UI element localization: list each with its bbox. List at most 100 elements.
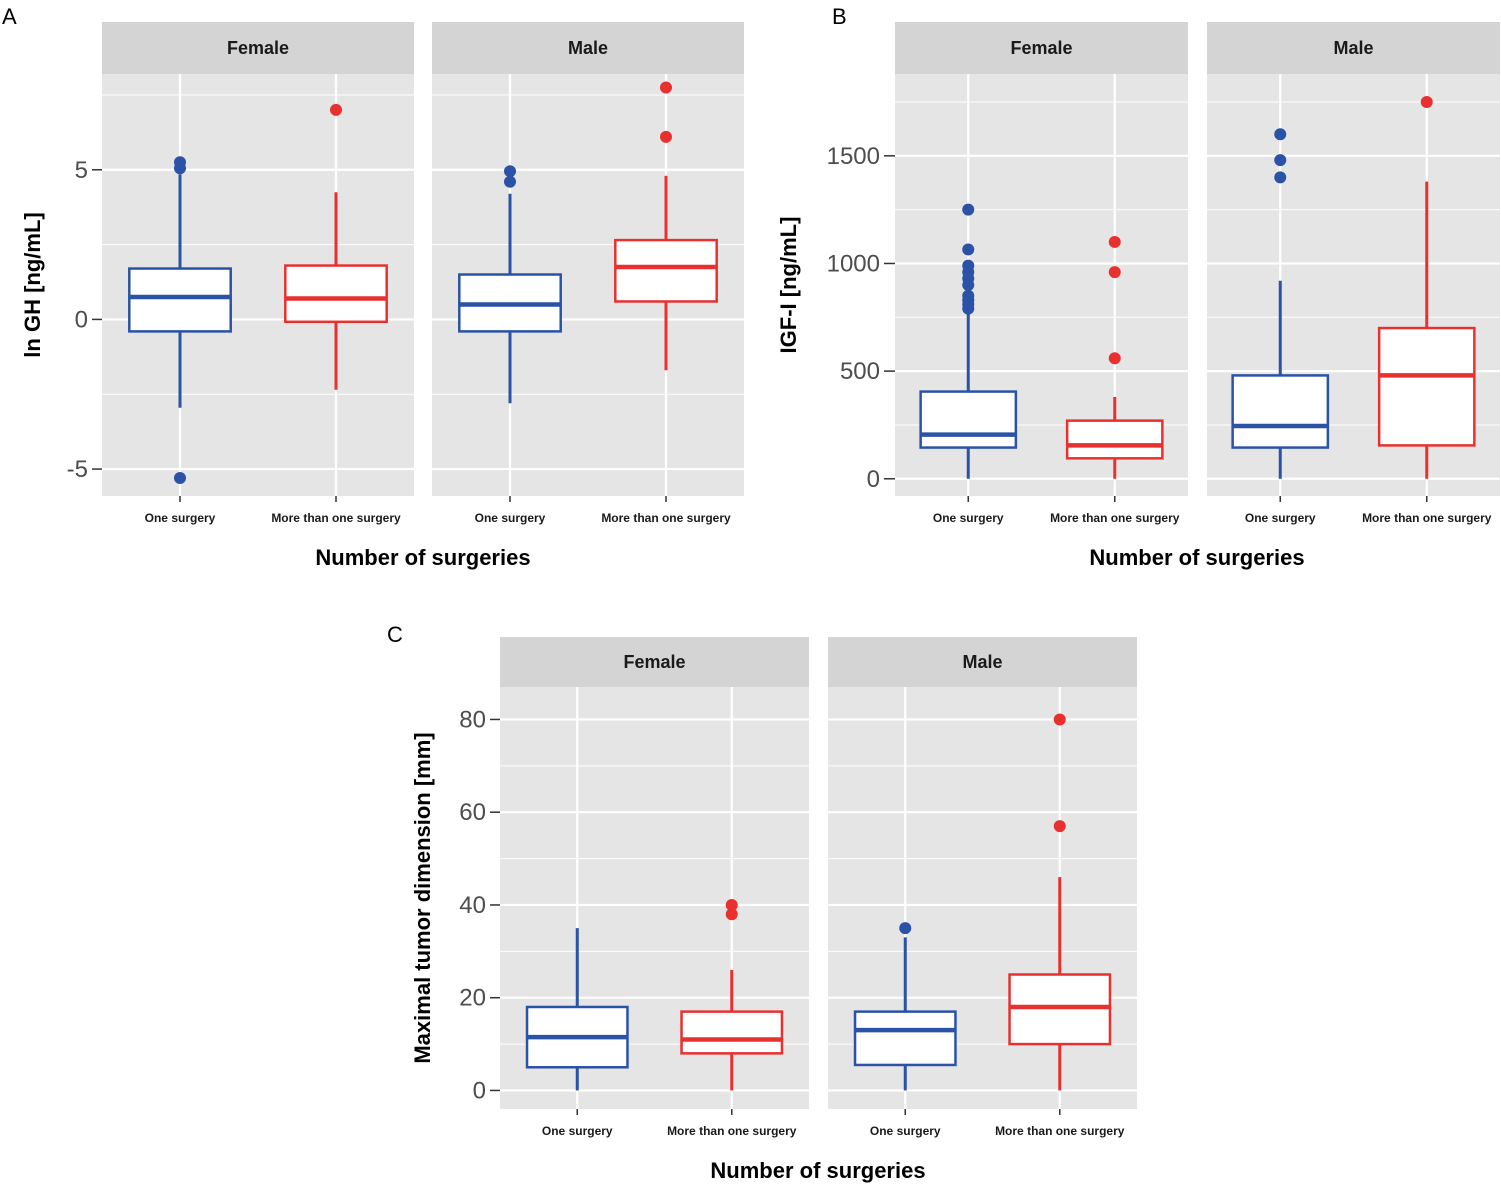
facet-strip xyxy=(895,22,1188,74)
box xyxy=(1377,326,1476,447)
outlier-point xyxy=(1108,352,1121,365)
facet-female: Female One surgery More than one surgery xyxy=(102,22,414,525)
x-tick-label: One surgery xyxy=(933,511,1004,525)
boxplot-more xyxy=(1008,713,1112,1091)
y-tick-label: 0 xyxy=(473,1077,486,1104)
x-axis-title: Number of surgeries xyxy=(710,1158,925,1183)
x-tick-label: One surgery xyxy=(542,1124,613,1138)
y-axis-title: Maximal tumor dimension [mm] xyxy=(410,732,435,1063)
boxplot-one xyxy=(853,922,957,1091)
outlier-point xyxy=(725,908,738,921)
outlier-point xyxy=(504,165,516,178)
outlier-point xyxy=(1274,128,1287,141)
facet-strip-label: Male xyxy=(1333,38,1373,58)
facet-strip xyxy=(828,637,1137,687)
x-tick-label: More than one surgery xyxy=(1050,511,1180,525)
box xyxy=(128,267,232,333)
facet-strip xyxy=(500,637,809,687)
outlier-point xyxy=(174,472,186,485)
panel-label: A xyxy=(2,4,17,29)
x-tick-label: One surgery xyxy=(475,511,546,525)
facet-strip-label: Male xyxy=(962,652,1002,672)
box xyxy=(614,238,718,303)
facet-male: Male One surgery More than one surgery xyxy=(1207,22,1500,525)
x-axis-title: Number of surgeries xyxy=(1089,545,1304,570)
facet-strip xyxy=(432,22,744,74)
y-tick-label: 1500 xyxy=(827,143,880,170)
x-tick-label: One surgery xyxy=(145,511,216,525)
outlier-point xyxy=(174,162,186,175)
x-tick-label: More than one surgery xyxy=(601,511,731,525)
box xyxy=(1065,419,1164,460)
boxplot-one xyxy=(458,165,562,404)
facet-strip-label: Male xyxy=(568,38,608,58)
boxplot-more xyxy=(1065,235,1164,479)
y-tick-label: 80 xyxy=(459,706,486,733)
outlier-point xyxy=(899,922,912,935)
outlier-point xyxy=(962,243,975,256)
facet-female: Female One surgery More than one surgery xyxy=(500,637,809,1138)
y-tick-label: 20 xyxy=(459,985,486,1012)
facet-male: Male One surgery More than one surgery xyxy=(828,637,1137,1138)
chart-panel-C: C 0 20 40 60 80 Maximal tumor dimension [mm] Nu… xyxy=(387,622,1137,1183)
boxplot-one xyxy=(1231,128,1330,479)
outlier-point xyxy=(1108,235,1121,248)
y-tick-label: 5 xyxy=(75,157,88,184)
boxplot-one xyxy=(525,928,629,1091)
facet-male: Male One surgery More than one surgery xyxy=(432,22,744,525)
boxplot-more xyxy=(614,81,718,371)
outlier-point xyxy=(1420,95,1433,108)
box xyxy=(1231,374,1330,449)
outlier-point xyxy=(1274,154,1287,167)
outlier-point xyxy=(330,103,342,116)
y-tick-label: 0 xyxy=(867,466,880,493)
outlier-point xyxy=(504,175,516,188)
chart-panel-A: A -5 0 5 ln GH [ng/mL] Number of surgeries Fem… xyxy=(2,4,744,570)
y-axis-title: IGF-I [ng/mL] xyxy=(776,217,801,354)
facet-strip-label: Female xyxy=(623,652,685,672)
facet-strip xyxy=(1207,22,1500,74)
outlier-point xyxy=(1274,171,1287,184)
x-tick-label: More than one surgery xyxy=(271,511,401,525)
facet-female: Female One surgery More than one surgery xyxy=(895,22,1188,525)
boxplot-one xyxy=(128,156,232,485)
boxplot-more xyxy=(284,103,388,390)
box xyxy=(284,264,388,324)
y-axis-title: ln GH [ng/mL] xyxy=(20,212,45,357)
boxplot-more xyxy=(680,898,784,1091)
facet-strip-label: Female xyxy=(227,38,289,58)
y-tick-label: 1000 xyxy=(827,250,880,277)
box xyxy=(919,390,1018,449)
y-tick-label: 60 xyxy=(459,799,486,826)
facet-strip-label: Female xyxy=(1010,38,1072,58)
outlier-point xyxy=(660,81,672,94)
outlier-point xyxy=(1053,820,1066,833)
outlier-point xyxy=(962,203,975,216)
outlier-point xyxy=(962,279,975,291)
outlier-point xyxy=(660,130,672,143)
x-tick-label: More than one surgery xyxy=(1362,511,1492,525)
y-tick-label: 500 xyxy=(840,358,880,385)
boxplot-one xyxy=(919,203,1018,479)
chart-panel-B: B 0 500 1000 1500 IGF-I [ng/mL] Number of surg… xyxy=(776,4,1500,570)
panel-label: C xyxy=(387,622,403,647)
x-axis-title: Number of surgeries xyxy=(315,545,530,570)
outlier-point xyxy=(725,898,738,911)
boxplot-more xyxy=(1377,95,1476,479)
outlier-point xyxy=(1053,713,1066,726)
y-tick-label: 0 xyxy=(75,306,88,333)
box xyxy=(1008,973,1112,1046)
x-tick-label: One surgery xyxy=(870,1124,941,1138)
y-tick-label: -5 xyxy=(67,456,88,483)
facet-strip xyxy=(102,22,414,74)
x-tick-label: One surgery xyxy=(1245,511,1316,525)
x-tick-label: More than one surgery xyxy=(667,1124,797,1138)
box xyxy=(853,1010,957,1067)
box xyxy=(680,1010,784,1055)
panel-label: B xyxy=(832,4,847,29)
y-tick-label: 40 xyxy=(459,892,486,919)
x-tick-label: More than one surgery xyxy=(995,1124,1125,1138)
outlier-point xyxy=(962,302,975,315)
outlier-point xyxy=(1108,266,1121,279)
